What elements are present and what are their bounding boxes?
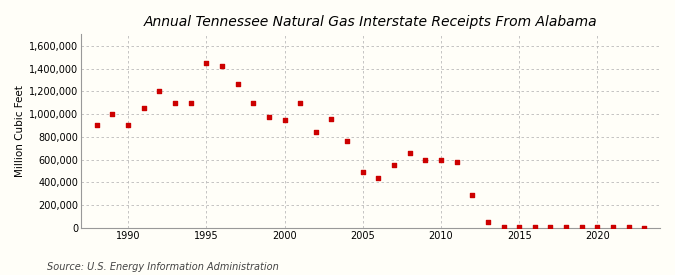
Point [467, 193, 478, 197]
Point [217, 64, 227, 68]
Point [420, 157, 431, 162]
Point [545, 225, 556, 229]
Point [107, 112, 118, 116]
Point [592, 224, 603, 229]
Point [561, 225, 572, 229]
Point [451, 160, 462, 164]
Y-axis label: Million Cubic Feet: Million Cubic Feet [15, 85, 25, 177]
Point [357, 170, 368, 174]
Point [608, 225, 618, 229]
Title: Annual Tennessee Natural Gas Interstate Receipts From Alabama: Annual Tennessee Natural Gas Interstate … [144, 15, 597, 29]
Point [326, 116, 337, 121]
Point [389, 163, 400, 167]
Point [248, 100, 259, 105]
Point [186, 100, 196, 105]
Point [232, 82, 243, 87]
Point [435, 157, 446, 162]
Point [514, 225, 524, 229]
Point [295, 100, 306, 105]
Point [263, 115, 274, 120]
Point [404, 151, 415, 155]
Point [138, 106, 149, 111]
Point [123, 123, 134, 128]
Point [623, 225, 634, 230]
Point [498, 225, 509, 230]
Point [576, 225, 587, 230]
Point [154, 89, 165, 94]
Point [639, 226, 650, 230]
Point [201, 60, 212, 65]
Point [342, 139, 352, 144]
Point [279, 117, 290, 122]
Point [91, 123, 102, 128]
Point [169, 100, 180, 105]
Point [373, 176, 384, 180]
Point [483, 219, 493, 224]
Point [529, 225, 540, 229]
Text: Source: U.S. Energy Information Administration: Source: U.S. Energy Information Administ… [47, 262, 279, 272]
Point [310, 130, 321, 134]
